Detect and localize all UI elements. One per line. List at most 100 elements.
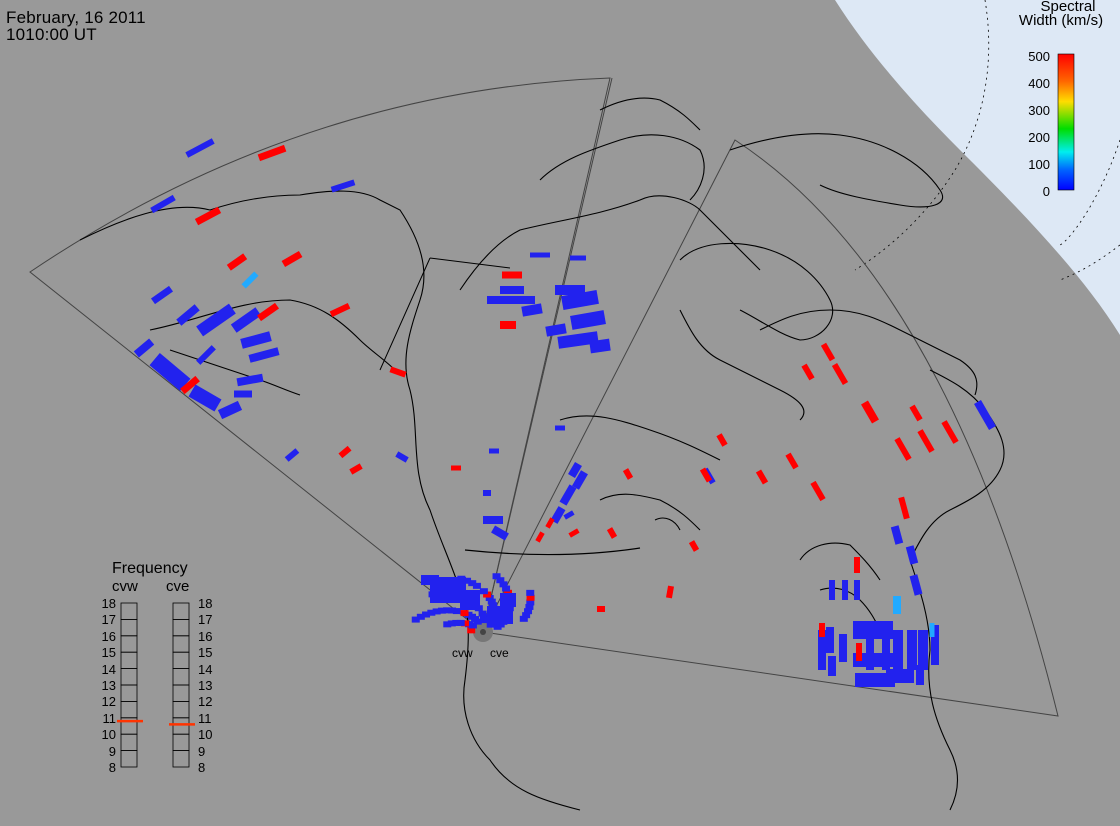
echo-cell — [338, 445, 352, 459]
frequency-cell — [120, 701, 138, 719]
echo-cell — [133, 338, 155, 358]
echo-cell — [483, 591, 492, 598]
frequency-scale-label: 16 — [198, 628, 213, 644]
echo-cell — [526, 589, 535, 596]
echo-cell — [755, 469, 769, 485]
colorbar-tick: 400 — [1028, 76, 1050, 91]
cvw-field-of-view — [29, 77, 611, 633]
echo-cell — [284, 448, 300, 462]
echo-cell — [559, 484, 577, 506]
echo-cell — [448, 607, 457, 614]
echo-cell — [330, 179, 356, 193]
frequency-cell — [172, 635, 190, 653]
echo-cell — [829, 580, 835, 600]
echo-cell — [256, 302, 280, 322]
echo-cell — [150, 194, 176, 214]
frequency-scale-label: 12 — [198, 694, 213, 710]
echo-cell — [666, 585, 674, 599]
echo-cell — [530, 252, 550, 258]
echo-cell — [941, 420, 959, 444]
echo-cell — [248, 347, 280, 363]
echo-cell — [487, 606, 513, 624]
frequency-cell — [120, 684, 138, 702]
echo-cell — [465, 621, 474, 628]
echo-cell — [521, 303, 543, 317]
echo-cell — [526, 599, 535, 606]
echo-cell — [818, 630, 826, 670]
echo-cell — [866, 630, 874, 670]
echo-cell — [194, 206, 222, 226]
echo-cell — [499, 581, 508, 588]
echo-cell — [500, 286, 524, 294]
frequency-scale-label: 18 — [198, 596, 213, 611]
echo-cell — [842, 580, 848, 600]
frequency-scale-label: 13 — [198, 678, 213, 693]
echo-cell — [460, 620, 469, 627]
frequency-scale-label: 14 — [101, 661, 116, 677]
echo-cell — [526, 594, 535, 601]
echo-cell — [389, 366, 407, 378]
echo-cell — [589, 338, 611, 354]
echo-cell — [503, 589, 512, 596]
frequency-column-cvw: cvw — [112, 578, 138, 595]
echo-cell — [898, 496, 910, 520]
echo-cell — [416, 613, 425, 620]
colorbar-title-1: Spectral — [1040, 0, 1096, 15]
echo-cell — [486, 621, 495, 628]
echo-cell — [563, 510, 575, 520]
echo-cell — [882, 630, 890, 670]
echo-cell — [468, 580, 477, 587]
echo-cell — [570, 255, 586, 261]
echo-cell — [831, 362, 849, 386]
frequency-scale-label: 18 — [101, 596, 116, 611]
echo-cell — [568, 528, 580, 538]
echo-cell — [395, 451, 409, 463]
time-label: 1010:00 UT — [6, 25, 97, 44]
echo-cell — [257, 144, 287, 162]
frequency-cell — [172, 717, 190, 735]
site-label-cvw: cvw — [452, 646, 473, 660]
echo-cell — [349, 463, 363, 475]
echo-cell — [826, 627, 834, 653]
echo-cell — [196, 303, 236, 337]
echo-cell — [525, 603, 534, 610]
cvw-boundary — [482, 77, 613, 633]
frequency-cell — [172, 651, 190, 670]
echo-cell — [917, 429, 935, 453]
echo-cell — [241, 271, 259, 289]
echo-cell — [890, 525, 904, 545]
echo-cell — [411, 616, 420, 623]
frequency-scale-label: 9 — [108, 743, 116, 759]
echo-cell — [570, 310, 606, 330]
echo-cell — [785, 452, 799, 470]
echo-cell — [905, 545, 919, 565]
echo-cell — [460, 610, 469, 617]
echo-cell — [467, 627, 476, 634]
echo-cell — [535, 531, 545, 543]
frequency-cell — [172, 701, 190, 719]
echo-cell — [217, 400, 243, 420]
echo-cell — [699, 467, 713, 483]
frequency-cell — [172, 668, 190, 686]
echo-cell — [150, 285, 174, 305]
frequency-panel-boxes — [117, 602, 195, 768]
echo-cell — [909, 574, 923, 596]
echo-cell — [572, 470, 588, 490]
frequency-scale-label: 9 — [198, 743, 206, 759]
echo-cell — [329, 303, 351, 317]
echo-cell — [485, 595, 494, 602]
echo-cell — [861, 400, 879, 424]
colorbar-tick: 100 — [1028, 157, 1050, 172]
echo-cell — [606, 527, 618, 539]
echo-cell — [437, 607, 446, 614]
echo-cell — [422, 611, 431, 618]
echo-cell — [524, 608, 533, 615]
echo-cell — [479, 588, 488, 595]
frequency-cell — [172, 602, 190, 620]
echo-cell — [909, 404, 923, 422]
echo-cell — [820, 342, 836, 362]
echo-cell — [188, 384, 222, 412]
echo-cell — [555, 425, 565, 431]
